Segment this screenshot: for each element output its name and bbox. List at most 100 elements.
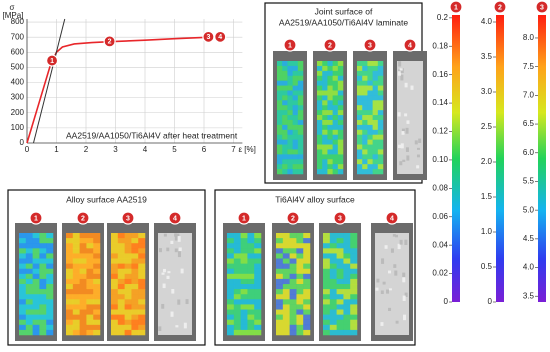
strain-cell [377,90,384,96]
strain-cell [377,119,384,126]
strain-cell [277,100,283,106]
strain-cell [117,329,125,336]
strain-cell [292,85,299,91]
strain-cell [343,268,351,275]
strain-cell [350,299,358,305]
strain-cell [372,129,379,135]
strain-cell [19,263,27,269]
strain-cell [317,110,323,116]
strain-cell [86,329,94,336]
strain-cell [233,253,241,259]
strain-cell [322,85,328,91]
strain-cell [317,169,323,175]
strain-cell [138,304,146,310]
strain-cell [350,284,358,290]
strain-cell [111,248,119,254]
strain-cell [292,115,299,121]
strain-cell [117,238,125,244]
strain-cell [66,233,74,239]
strain-cell [86,233,94,239]
strain-cell [296,233,304,239]
badge-label: 2 [81,215,85,222]
strain-cell [337,134,344,140]
strain-cell [322,154,328,160]
strain-cell [117,304,125,310]
strain-cell [367,100,373,106]
texture [404,82,408,88]
strain-cell [292,61,299,67]
strain-cell [86,299,94,305]
strain-cell [39,294,47,300]
strain-cell [66,268,74,275]
texture [390,248,394,253]
marker [214,30,227,43]
strain-cell [323,263,331,269]
strain-cell [138,263,146,269]
strain-cell [25,263,33,269]
strain-cell [367,95,373,101]
strain-cell [336,273,344,280]
badge-label: 3 [126,215,130,222]
strain-cell [131,273,139,280]
strain-cell [282,319,290,326]
strain-cell [332,169,339,175]
strain-cell [287,95,293,101]
strain-cell [276,289,284,295]
strain-cell [292,119,299,126]
strain-cell [323,258,331,264]
marker-label: 3 [206,34,210,41]
strain-cell [297,169,304,175]
strain-cell [86,309,94,315]
strain-cell [79,238,87,244]
strain-cell [66,253,74,259]
strain-cell [337,110,344,116]
strain-cell [240,268,248,275]
strain-cell [46,289,54,295]
strain-cell [282,139,288,145]
strain-cell [39,258,47,264]
strain-cell [362,85,368,91]
strain-cell [343,304,351,310]
strain-cell [117,278,125,285]
strain-cell [329,294,337,300]
strain-cell [86,314,94,320]
strain-cell [39,299,47,305]
strain-cell [377,65,384,72]
strain-cell [277,65,283,72]
x-tick-label: 1 [54,145,59,154]
texture [402,159,406,162]
strain-cell [303,278,311,285]
strain-cell [350,278,358,285]
strain-cell [317,95,323,101]
texture [406,155,410,161]
strain-cell [329,238,337,244]
texture [393,264,397,268]
colorbar-tick-label: 0.18 [432,41,448,50]
strain-cell [292,149,299,155]
strain-cell [124,248,132,254]
strain-cell [377,129,384,135]
strain-cell [327,139,333,145]
strain-cell [282,309,290,315]
strain-cell [138,253,146,259]
strain-cell [233,284,241,290]
strain-cell [240,273,248,280]
texture [397,243,401,250]
strain-cell [282,258,290,264]
strain-cell [350,329,358,336]
strain-cell [367,75,373,81]
strain-cell [46,243,54,249]
strain-cell [303,299,311,305]
strain-cell [357,95,363,101]
strain-cell [79,309,87,315]
strain-cell [337,95,344,101]
strain-cell [336,304,344,310]
strain-cell [276,248,284,254]
strain-cell [86,319,94,326]
strain-cell [276,263,284,269]
y-tick-label: 300 [11,93,25,102]
strain-cell [282,289,290,295]
strain-cell [247,304,255,310]
badge-label: 1 [454,4,458,11]
strain-cell [25,304,33,310]
